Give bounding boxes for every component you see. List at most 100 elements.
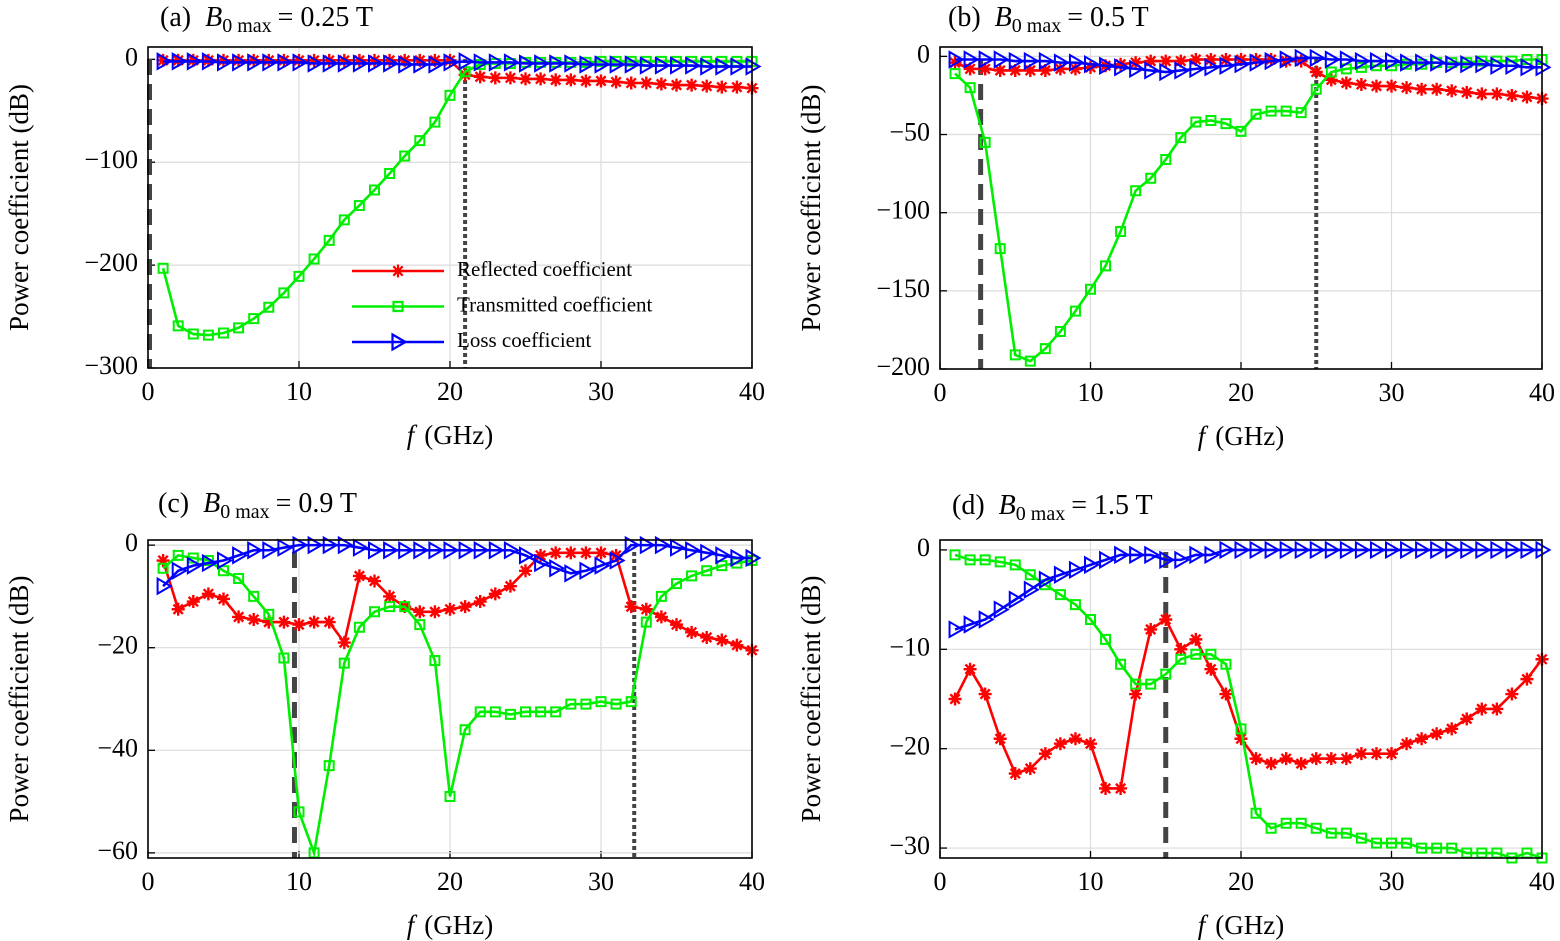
data-point bbox=[534, 72, 548, 86]
title-label: (a) bbox=[160, 2, 191, 33]
data-point bbox=[352, 53, 366, 67]
data-point bbox=[564, 546, 578, 560]
data-point bbox=[443, 541, 460, 560]
data-point bbox=[443, 53, 457, 67]
data-point bbox=[156, 52, 173, 71]
data-point bbox=[1220, 118, 1232, 130]
data-point bbox=[1324, 540, 1341, 560]
x-axis-unit: (GHz) bbox=[1215, 421, 1284, 451]
data-point bbox=[1204, 53, 1218, 67]
data-point bbox=[964, 82, 976, 94]
data-point bbox=[172, 549, 184, 561]
data-point bbox=[473, 53, 490, 72]
data-point bbox=[352, 569, 366, 583]
data-point bbox=[1354, 78, 1368, 92]
data-point bbox=[368, 574, 381, 588]
data-point bbox=[1204, 662, 1218, 676]
data-point bbox=[1219, 687, 1233, 701]
data-point bbox=[1520, 58, 1537, 77]
data-point bbox=[1190, 648, 1202, 660]
data-point bbox=[565, 698, 577, 710]
data-point bbox=[1085, 283, 1096, 295]
data-point bbox=[1114, 57, 1128, 71]
data-point bbox=[1309, 540, 1326, 560]
data-point bbox=[1385, 540, 1402, 560]
y-tick-label: −100 bbox=[876, 196, 930, 225]
data-point bbox=[292, 618, 306, 632]
data-point bbox=[1068, 732, 1082, 746]
x-tick-label: 30 bbox=[1379, 378, 1405, 407]
data-point bbox=[1385, 51, 1402, 71]
data-point bbox=[459, 724, 471, 736]
data-point bbox=[534, 54, 551, 73]
data-point bbox=[248, 313, 260, 325]
data-point bbox=[352, 54, 369, 73]
data-point bbox=[1295, 107, 1307, 119]
data-point bbox=[534, 548, 548, 562]
data-point bbox=[1099, 550, 1116, 570]
data-point bbox=[1249, 53, 1263, 67]
data-point bbox=[1309, 65, 1323, 79]
data-point bbox=[1294, 54, 1308, 68]
data-point bbox=[1099, 56, 1116, 75]
data-point bbox=[262, 53, 276, 67]
data-point bbox=[247, 53, 264, 72]
data-point bbox=[963, 662, 977, 676]
data-point bbox=[368, 54, 385, 73]
data-point bbox=[595, 696, 607, 708]
data-point bbox=[1038, 51, 1055, 71]
data-point bbox=[519, 72, 532, 86]
data-point bbox=[1159, 62, 1176, 82]
y-tick-label: −40 bbox=[97, 733, 138, 762]
data-point bbox=[186, 556, 203, 575]
data-point bbox=[963, 50, 980, 69]
title-label: (c) bbox=[158, 488, 189, 519]
x-axis-unit: (GHz) bbox=[424, 420, 493, 450]
data-point bbox=[1385, 79, 1398, 93]
data-point bbox=[1475, 540, 1492, 560]
data-point bbox=[715, 633, 729, 647]
data-point bbox=[459, 66, 471, 78]
panel: 0 10 20 30 40 0 −10 −20 −30 (d) B0 max = 1.5 T f (GHz… bbox=[796, 490, 1555, 940]
data-point bbox=[948, 50, 965, 69]
data-point bbox=[1189, 59, 1206, 79]
data-point bbox=[307, 615, 321, 629]
data-point bbox=[1174, 642, 1188, 656]
legend-marker bbox=[391, 332, 408, 352]
data-point bbox=[398, 541, 415, 560]
data-point bbox=[1115, 658, 1127, 670]
data-point bbox=[1490, 87, 1504, 101]
data-point bbox=[1415, 540, 1432, 560]
data-point bbox=[519, 54, 536, 73]
data-point bbox=[201, 553, 218, 573]
data-point bbox=[1264, 51, 1281, 71]
data-point bbox=[670, 78, 683, 92]
data-point bbox=[217, 53, 234, 72]
data-point bbox=[1220, 658, 1232, 670]
data-point bbox=[489, 706, 501, 718]
data-point bbox=[1340, 827, 1352, 839]
data-point bbox=[1309, 752, 1323, 766]
data-point bbox=[337, 636, 351, 650]
data-point bbox=[594, 55, 611, 74]
data-point bbox=[1023, 580, 1040, 599]
data-point bbox=[1053, 565, 1070, 585]
data-point bbox=[948, 56, 962, 70]
data-point bbox=[218, 327, 229, 339]
data-point bbox=[1129, 687, 1143, 701]
data-point bbox=[1460, 712, 1474, 726]
data-point bbox=[1008, 63, 1022, 77]
data-point bbox=[413, 541, 430, 560]
data-point bbox=[323, 234, 335, 246]
data-point bbox=[1324, 50, 1341, 69]
data-point bbox=[352, 538, 369, 557]
data-point bbox=[1280, 105, 1292, 117]
data-point bbox=[217, 53, 230, 67]
data-point bbox=[1309, 48, 1326, 68]
data-point bbox=[1250, 108, 1262, 120]
data-point bbox=[1460, 540, 1477, 560]
data-point bbox=[948, 620, 965, 639]
data-point bbox=[624, 55, 641, 74]
data-point bbox=[1536, 852, 1548, 864]
data-point bbox=[1416, 842, 1428, 854]
